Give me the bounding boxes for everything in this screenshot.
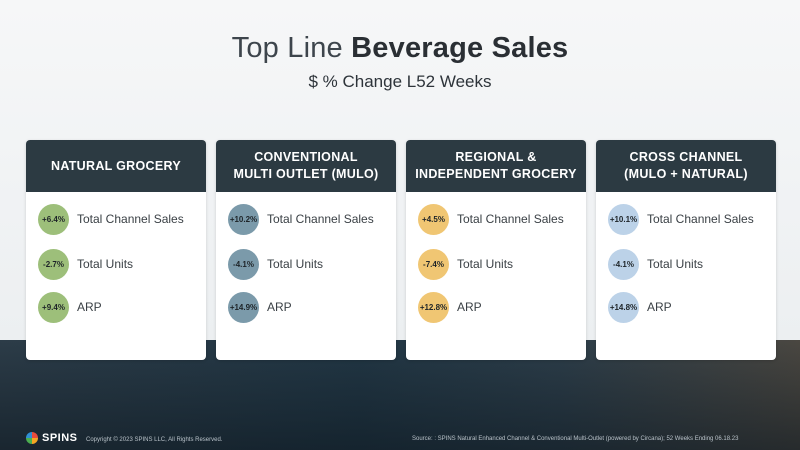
metric-label: ARP [647, 300, 672, 314]
metric-label: Total Units [77, 257, 134, 271]
metric-label: Total Channel Sales [457, 212, 564, 226]
metric-total-units: -2.7% Total Units [38, 248, 133, 280]
card-conventional-mulo: CONVENTIONAL MULTI OUTLET (MULO) +10.2% … [216, 140, 396, 360]
source-note: Source: : SPINS Natural Enhanced Channel… [412, 436, 739, 442]
card-title: CONVENTIONAL MULTI OUTLET (MULO) [216, 140, 396, 192]
logo-mark-icon [26, 432, 38, 444]
title-bold: Beverage Sales [351, 32, 569, 64]
change-bubble: -4.1% [228, 248, 259, 280]
metric-total-channel-sales: +10.2% Total Channel Sales [228, 203, 374, 235]
change-bubble: +14.8% [608, 291, 639, 323]
change-bubble: -4.1% [608, 248, 639, 280]
metric-total-units: -4.1% Total Units [228, 248, 323, 280]
metric-label: ARP [77, 300, 102, 314]
metric-arp: +14.8% ARP [608, 291, 672, 323]
card-natural-grocery: NATURAL GROCERY +6.4% Total Channel Sale… [26, 140, 206, 360]
metric-total-channel-sales: +10.1% Total Channel Sales [608, 203, 754, 235]
change-bubble: +10.2% [228, 203, 259, 235]
metric-label: Total Units [267, 257, 324, 271]
metric-label: Total Units [457, 257, 514, 271]
metric-label: ARP [267, 300, 292, 314]
metric-arp: +14.9% ARP [228, 291, 292, 323]
card-cross-channel: CROSS CHANNEL (MULO + NATURAL) +10.1% To… [596, 140, 776, 360]
change-bubble: +9.4% [38, 291, 69, 323]
card-title: CROSS CHANNEL (MULO + NATURAL) [596, 140, 776, 192]
metric-label: Total Channel Sales [647, 212, 754, 226]
change-bubble: +12.8% [418, 291, 449, 323]
metric-arp: +12.8% ARP [418, 291, 482, 323]
logo-text: SPINS [42, 432, 78, 444]
metric-total-channel-sales: +6.4% Total Channel Sales [38, 203, 184, 235]
copyright-text: Copyright © 2023 SPINS LLC, All Rights R… [86, 437, 223, 443]
card-title: NATURAL GROCERY [26, 140, 206, 192]
page-subtitle: $ % Change L52 Weeks [308, 72, 492, 91]
change-bubble: +14.9% [228, 291, 259, 323]
spins-logo: SPINS [26, 432, 78, 444]
page-title: Top Line Beverage Sales [0, 32, 800, 65]
title-light: Top Line [231, 32, 343, 64]
metric-total-units: -7.4% Total Units [418, 248, 513, 280]
metric-label: Total Channel Sales [267, 212, 374, 226]
card-title: REGIONAL & INDEPENDENT GROCERY [406, 140, 586, 192]
metric-label: Total Channel Sales [77, 212, 184, 226]
card-regional-independent: REGIONAL & INDEPENDENT GROCERY +4.5% Tot… [406, 140, 586, 360]
metric-arp: +9.4% ARP [38, 291, 102, 323]
change-bubble: -7.4% [418, 248, 449, 280]
change-bubble: -2.7% [38, 248, 69, 280]
change-bubble: +10.1% [608, 203, 639, 235]
metric-label: Total Units [647, 257, 704, 271]
change-bubble: +4.5% [418, 203, 449, 235]
metric-total-units: -4.1% Total Units [608, 248, 703, 280]
channel-cards: NATURAL GROCERY +6.4% Total Channel Sale… [26, 140, 778, 360]
metric-total-channel-sales: +4.5% Total Channel Sales [418, 203, 564, 235]
metric-label: ARP [457, 300, 482, 314]
change-bubble: +6.4% [38, 203, 69, 235]
